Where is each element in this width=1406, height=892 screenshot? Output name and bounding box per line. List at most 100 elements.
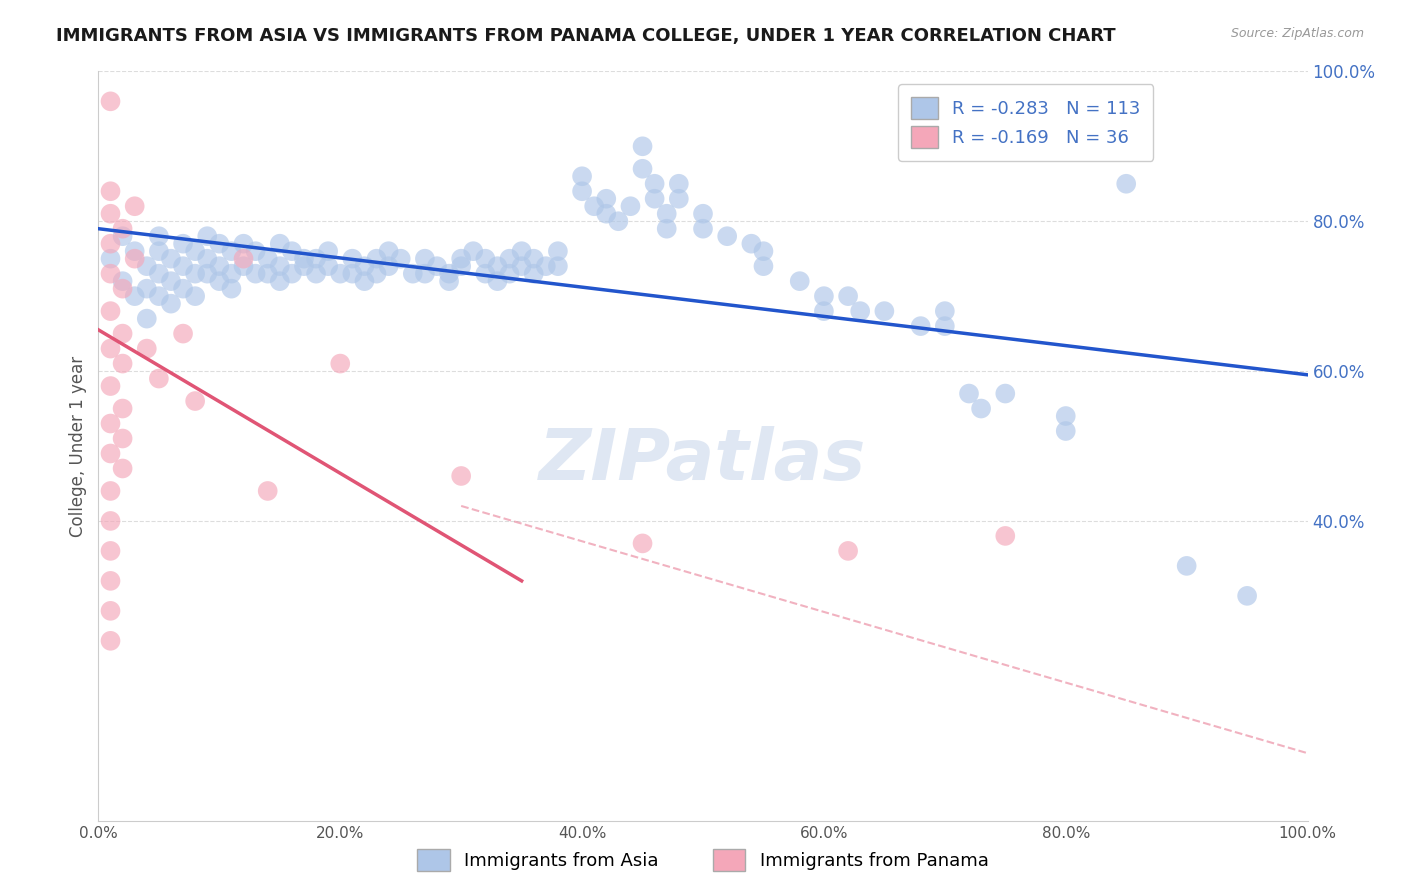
- Point: [316, 259, 339, 273]
- Point: [607, 214, 630, 228]
- Point: [160, 274, 183, 288]
- Point: [571, 184, 593, 198]
- Point: [547, 259, 569, 273]
- Point: [232, 236, 254, 251]
- Point: [970, 401, 993, 416]
- Point: [595, 207, 617, 221]
- Point: [292, 252, 315, 266]
- Legend: R = -0.283   N = 113, R = -0.169   N = 36: R = -0.283 N = 113, R = -0.169 N = 36: [898, 84, 1153, 161]
- Point: [547, 244, 569, 259]
- Point: [100, 236, 122, 251]
- Point: [292, 259, 315, 273]
- Point: [100, 304, 122, 318]
- Point: [329, 357, 352, 371]
- Point: [450, 469, 472, 483]
- Point: [100, 207, 122, 221]
- Point: [100, 417, 122, 431]
- Point: [256, 252, 278, 266]
- Point: [148, 289, 170, 303]
- Point: [413, 252, 436, 266]
- Point: [111, 432, 134, 446]
- Point: [269, 259, 291, 273]
- Point: [692, 207, 714, 221]
- Point: [111, 221, 134, 235]
- Point: [426, 259, 449, 273]
- Point: [100, 514, 122, 528]
- Point: [100, 184, 122, 198]
- Point: [100, 604, 122, 618]
- Point: [377, 244, 399, 259]
- Point: [534, 259, 557, 273]
- Point: [245, 244, 267, 259]
- Point: [849, 304, 872, 318]
- Point: [619, 199, 641, 213]
- Point: [184, 267, 207, 281]
- Point: [148, 229, 170, 244]
- Point: [342, 267, 364, 281]
- Point: [366, 252, 388, 266]
- Point: [813, 289, 835, 303]
- Point: [172, 282, 194, 296]
- Point: [523, 252, 546, 266]
- Point: [910, 319, 932, 334]
- Point: [281, 244, 304, 259]
- Point: [111, 282, 134, 296]
- Point: [583, 199, 606, 213]
- Point: [135, 311, 157, 326]
- Point: [232, 259, 254, 273]
- Point: [111, 461, 134, 475]
- Point: [100, 379, 122, 393]
- Point: [111, 326, 134, 341]
- Point: [281, 267, 304, 281]
- Point: [402, 267, 425, 281]
- Text: Source: ZipAtlas.com: Source: ZipAtlas.com: [1230, 27, 1364, 40]
- Point: [752, 259, 775, 273]
- Point: [450, 252, 472, 266]
- Point: [692, 221, 714, 235]
- Point: [184, 289, 207, 303]
- Point: [100, 267, 122, 281]
- Point: [232, 252, 254, 266]
- Point: [148, 244, 170, 259]
- Point: [389, 252, 412, 266]
- Point: [329, 267, 352, 281]
- Point: [100, 633, 122, 648]
- Point: [111, 274, 134, 288]
- Point: [148, 371, 170, 385]
- Point: [740, 236, 762, 251]
- Point: [437, 267, 460, 281]
- Point: [100, 483, 122, 498]
- Point: [305, 252, 328, 266]
- Point: [208, 236, 231, 251]
- Point: [135, 342, 157, 356]
- Point: [450, 259, 472, 273]
- Point: [413, 267, 436, 281]
- Point: [124, 244, 146, 259]
- Point: [100, 252, 122, 266]
- Point: [366, 267, 388, 281]
- Point: [124, 199, 146, 213]
- Point: [221, 244, 243, 259]
- Point: [100, 544, 122, 558]
- Point: [1054, 424, 1077, 438]
- Point: [269, 274, 291, 288]
- Point: [994, 386, 1017, 401]
- Point: [305, 267, 328, 281]
- Point: [523, 267, 546, 281]
- Point: [195, 267, 218, 281]
- Point: [994, 529, 1017, 543]
- Point: [1115, 177, 1137, 191]
- Point: [160, 296, 183, 310]
- Point: [474, 252, 496, 266]
- Point: [100, 342, 122, 356]
- Point: [184, 244, 207, 259]
- Point: [316, 244, 339, 259]
- Point: [148, 267, 170, 281]
- Point: [595, 192, 617, 206]
- Point: [1236, 589, 1258, 603]
- Point: [631, 139, 654, 153]
- Legend: Immigrants from Asia, Immigrants from Panama: Immigrants from Asia, Immigrants from Pa…: [411, 842, 995, 879]
- Point: [437, 274, 460, 288]
- Point: [353, 259, 375, 273]
- Point: [486, 274, 509, 288]
